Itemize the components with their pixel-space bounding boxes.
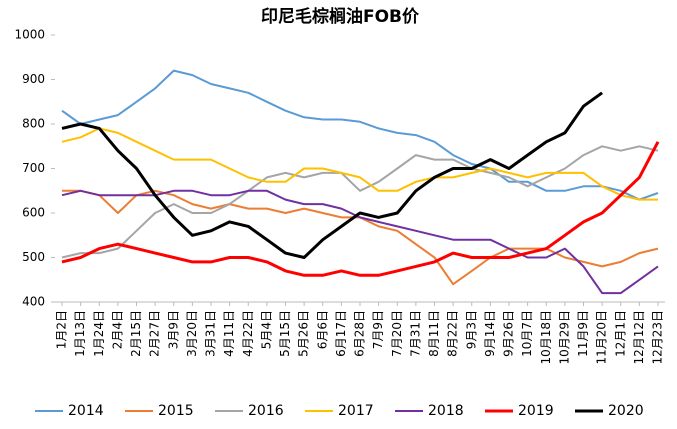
y-tick-label: 800 (22, 117, 45, 131)
x-tick-label: 2月4日 (110, 310, 124, 349)
series-line (61, 145, 659, 259)
x-tick-label: 1月13日 (73, 310, 87, 357)
x-tick-label: 11月9日 (576, 310, 590, 357)
x-tick-label: 2月15日 (129, 310, 143, 357)
x-tick-label: 6月6日 (315, 310, 329, 349)
series-line (61, 69, 659, 201)
legend-label: 2020 (608, 403, 644, 419)
x-tick-label: 12月12日 (632, 310, 646, 365)
legend-label: 2015 (158, 403, 194, 419)
x-tick-label: 9月26日 (502, 310, 516, 357)
chart-title: 印尼毛棕榈油FOB价 (261, 6, 420, 27)
legend-label: 2016 (248, 403, 284, 419)
x-tick-label: 7月31日 (408, 310, 422, 357)
x-tick-label: 8月11日 (427, 310, 441, 357)
x-tick-label: 4月22日 (241, 310, 255, 357)
x-tick-label: 5月15日 (278, 310, 292, 357)
legend-label: 2018 (428, 403, 464, 419)
x-tick-label: 7月9日 (371, 310, 385, 349)
x-tick-label: 10月29日 (557, 310, 571, 365)
x-tick-label: 2月27日 (148, 310, 162, 357)
x-tick-label: 6月17日 (334, 310, 348, 357)
x-tick-label: 6月28日 (353, 310, 367, 357)
x-tick-label: 11月20日 (595, 310, 609, 365)
legend-label: 2017 (338, 403, 374, 419)
series-line (61, 189, 659, 295)
y-tick-label: 1000 (14, 28, 45, 42)
y-tick-label: 400 (22, 295, 45, 309)
x-tick-label: 8月22日 (446, 310, 460, 357)
x-tick-label: 7月20日 (390, 310, 404, 357)
x-tick-label: 9月14日 (483, 310, 497, 357)
series-line (62, 189, 659, 286)
series-line (61, 91, 603, 259)
x-tick-label: 10月7日 (520, 310, 534, 357)
y-tick-label: 700 (22, 161, 45, 175)
series-line (61, 127, 658, 201)
x-tick-label: 3月20日 (185, 310, 199, 357)
x-tick-label: 5月26日 (297, 310, 311, 357)
legend-label: 2019 (518, 403, 554, 419)
x-tick-label: 4月11日 (222, 310, 236, 357)
x-tick-label: 3月9日 (166, 310, 180, 349)
x-tick-label: 1月2日 (55, 310, 69, 349)
y-tick-label: 500 (22, 250, 45, 264)
x-tick-label: 5月4日 (259, 310, 273, 349)
x-tick-label: 10月18日 (539, 310, 553, 365)
x-tick-label: 12月23日 (651, 310, 665, 365)
legend-label: 2014 (68, 403, 104, 419)
x-tick-label: 1月24日 (92, 310, 106, 357)
x-tick-label: 9月3日 (464, 310, 478, 349)
y-tick-label: 600 (22, 206, 45, 220)
x-tick-label: 3月31日 (204, 310, 218, 357)
x-tick-label: 12月1日 (613, 310, 627, 357)
y-tick-label: 900 (22, 72, 45, 86)
series-line (61, 141, 660, 277)
